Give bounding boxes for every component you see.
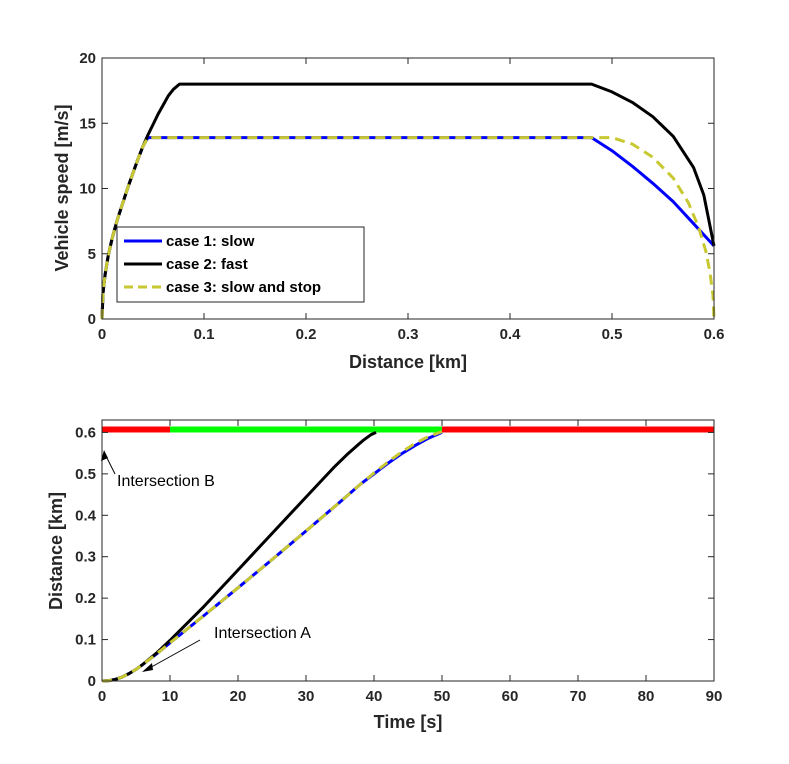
speed-chart: 0 0.1 0.2 0.3 0.4 0.5 0.6 0 5 10 15 20 Distance [km…	[52, 50, 724, 372]
distance-chart: 0 10 20 30 40 50 60 70 80 90 0 0.1 0.2 0.3 0.4 0.5 0.6 T…	[46, 419, 722, 732]
y-tick-label: 0.2	[75, 590, 96, 607]
legend-label-case-1: case 1: slow	[166, 233, 255, 250]
annotation-a-arrowhead	[142, 663, 153, 672]
x-tick-label: 80	[638, 688, 655, 705]
speed-chart-series-case-3	[100, 136, 716, 320]
speed-chart-ticks: 0 0.1 0.2 0.3 0.4 0.5 0.6 0 5 10 15 20	[79, 50, 724, 343]
y-tick-label: 0	[88, 673, 96, 690]
y-tick-label: 20	[79, 50, 96, 67]
x-tick-label: 0	[98, 326, 106, 343]
x-tick-label: 0.3	[398, 326, 419, 343]
legend-label-case-2: case 2: fast	[166, 256, 248, 273]
x-tick-label: 90	[706, 688, 723, 705]
x-tick-label: 0.6	[704, 326, 725, 343]
distance-chart-x-label: Time [s]	[374, 712, 443, 732]
distance-chart-y-label: Distance [km]	[46, 492, 66, 610]
distance-chart-series-case-3	[101, 430, 443, 683]
y-tick-label: 0.6	[75, 424, 96, 441]
x-tick-label: 0.5	[602, 326, 623, 343]
annotation-intersection-b: Intersection B	[117, 473, 215, 490]
x-tick-label: 10	[162, 688, 179, 705]
x-tick-label: 30	[298, 688, 315, 705]
x-tick-label: 40	[366, 688, 383, 705]
distance-chart-ticks: 0 10 20 30 40 50 60 70 80 90 0 0.1 0.2 0.3 0.4 0.5 0.6	[75, 420, 722, 705]
speed-chart-x-label: Distance [km]	[349, 352, 467, 372]
x-tick-label: 50	[434, 688, 451, 705]
annotation-intersection-a: Intersection A	[214, 625, 311, 642]
y-tick-label: 15	[79, 115, 96, 132]
speed-chart-y-label: Vehicle speed [m/s]	[52, 104, 72, 271]
annotation-b-arrowhead	[101, 450, 108, 461]
distance-chart-series-group	[101, 430, 443, 683]
y-tick-label: 0.4	[75, 507, 97, 524]
y-tick-label: 0	[88, 311, 96, 328]
speed-chart-legend: case 1: slow case 2: fast case 3: slow a…	[116, 226, 365, 303]
x-tick-label: 60	[502, 688, 519, 705]
x-tick-label: 0.2	[296, 326, 317, 343]
distance-chart-plot-area	[102, 420, 714, 681]
annotation-a-arrow	[145, 639, 201, 671]
distance-chart-axes-box	[101, 419, 715, 682]
x-tick-label: 0	[98, 688, 106, 705]
x-tick-label: 0.4	[500, 326, 522, 343]
legend-label-case-3: case 3: slow and stop	[166, 279, 321, 296]
annotations: Intersection B Intersection A	[101, 450, 311, 672]
x-tick-label: 70	[570, 688, 587, 705]
y-tick-label: 0.1	[75, 632, 96, 649]
y-tick-label: 10	[79, 181, 96, 198]
x-tick-label: 0.1	[194, 326, 215, 343]
y-tick-label: 0.5	[75, 466, 96, 483]
speed-chart-series-group	[100, 82, 716, 320]
x-tick-label: 20	[230, 688, 247, 705]
y-tick-label: 5	[88, 246, 96, 263]
y-tick-label: 0.3	[75, 549, 96, 566]
